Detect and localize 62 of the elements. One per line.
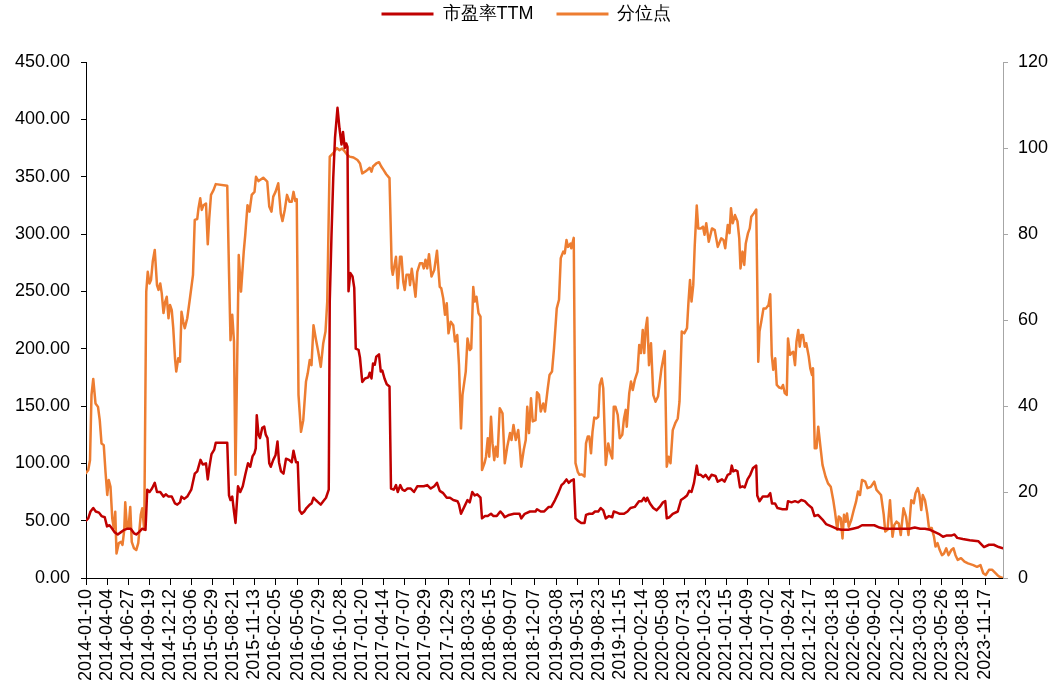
y2-tick-label: 60 xyxy=(1018,308,1039,329)
y2-tick-label: 120 xyxy=(1018,50,1049,71)
x-tick-label: 2015-05-29 xyxy=(200,589,221,682)
x-tick-label: 2019-03-08 xyxy=(545,589,566,682)
x-tick-label: 2014-12-12 xyxy=(158,589,179,682)
x-tick-label: 2019-08-23 xyxy=(587,589,608,682)
x-tick-label: 2020-02-14 xyxy=(631,589,652,682)
x-tick-label: 2020-07-31 xyxy=(673,589,694,682)
y-tick-label: 150.00 xyxy=(14,394,70,415)
x-tick-label: 2019-11-15 xyxy=(608,589,629,680)
x-tick-label: 2021-04-09 xyxy=(736,589,757,682)
x-tick-label: 2021-09-24 xyxy=(778,589,799,682)
x-tick-label: 2014-06-27 xyxy=(116,589,137,682)
x-tick-label: 2018-09-07 xyxy=(500,589,521,682)
x-tick-label: 2016-07-29 xyxy=(307,589,328,682)
y2-tick-label: 40 xyxy=(1018,394,1039,415)
x-tick-label: 2016-10-28 xyxy=(330,589,351,682)
y-tick-label: 300.00 xyxy=(14,222,70,243)
x-tick-label: 2020-10-23 xyxy=(694,589,715,682)
y-tick-label: 200.00 xyxy=(14,337,70,358)
x-tick-label: 2014-04-04 xyxy=(95,589,116,682)
x-tick-label: 2014-09-19 xyxy=(137,589,158,682)
x-tick-label: 2015-11-13 xyxy=(242,589,263,680)
x-tick-label: 2022-12-02 xyxy=(886,589,907,682)
x-tick-label: 2021-07-02 xyxy=(757,589,778,682)
x-tick-label: 2015-03-06 xyxy=(179,589,200,682)
x-tick-label: 2023-03-03 xyxy=(909,589,930,682)
x-tick-label: 2022-09-02 xyxy=(864,589,885,682)
x-tick-label: 2016-05-06 xyxy=(286,589,307,682)
x-tick-label: 2017-09-29 xyxy=(414,589,435,682)
legend-label: 分位点 xyxy=(617,2,672,23)
x-tick-label: 2018-12-07 xyxy=(522,589,543,682)
x-tick-label: 2014-01-10 xyxy=(74,589,95,682)
x-tick-label: 2023-08-18 xyxy=(951,589,972,682)
x-tick-label: 2021-12-17 xyxy=(799,589,820,682)
x-tick-label: 2022-03-18 xyxy=(822,589,843,682)
y-tick-label: 50.00 xyxy=(24,509,70,530)
y-tick-label: 0.00 xyxy=(34,566,70,587)
x-tick-label: 2019-05-31 xyxy=(566,589,587,682)
x-tick-label: 2017-07-07 xyxy=(393,589,414,682)
x-tick-label: 2018-06-15 xyxy=(479,589,500,682)
x-tick-label: 2022-06-10 xyxy=(843,589,864,682)
x-tick-label: 2023-11-17 xyxy=(974,589,995,680)
x-tick-label: 2018-03-23 xyxy=(458,589,479,682)
y2-tick-label: 20 xyxy=(1018,480,1039,501)
y-tick-label: 100.00 xyxy=(14,452,70,473)
y2-tick-label: 80 xyxy=(1018,222,1039,243)
x-tick-label: 2021-01-15 xyxy=(715,589,736,682)
y-tick-label: 400.00 xyxy=(14,108,70,129)
y-tick-label: 250.00 xyxy=(14,280,70,301)
y2-tick-label: 100 xyxy=(1018,136,1049,157)
x-tick-label: 2017-04-14 xyxy=(372,589,393,682)
y2-tick-label: 0 xyxy=(1018,566,1029,587)
legend-label: 市盈率TTM xyxy=(442,2,534,23)
x-tick-label: 2016-02-05 xyxy=(263,589,284,682)
y-tick-label: 350.00 xyxy=(14,165,70,186)
y-tick-label: 450.00 xyxy=(14,50,70,71)
x-tick-label: 2017-01-20 xyxy=(351,589,372,682)
x-tick-label: 2015-08-21 xyxy=(221,589,242,682)
x-tick-label: 2020-05-08 xyxy=(652,589,673,682)
x-tick-label: 2023-05-26 xyxy=(930,589,951,682)
x-tick-label: 2017-12-29 xyxy=(437,589,458,682)
